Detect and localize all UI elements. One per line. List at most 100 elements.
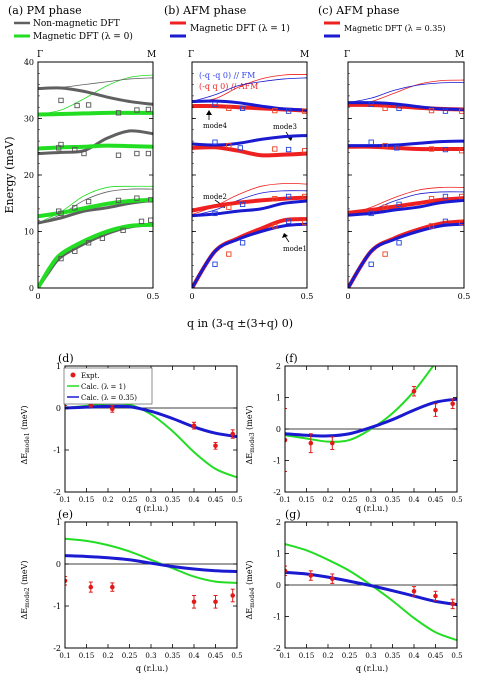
exp-marker-b-21 [272, 196, 278, 202]
plot-area-a [38, 74, 153, 288]
legend-expt: Expt. [81, 372, 100, 380]
ylabel-d-main: ΔEmode1 (meV) [20, 405, 31, 464]
xtick-label: 0.25 [122, 652, 138, 660]
plot-area-c [348, 79, 464, 288]
exp-marker-a-18 [115, 197, 122, 204]
exp-marker-b-9 [272, 107, 278, 114]
xtick-label: 0.1 [59, 496, 70, 504]
xtick-label: 0.4 [188, 652, 200, 660]
xtick-label: 0.15 [79, 496, 95, 504]
expt-point-d-2 [110, 406, 115, 412]
exp-marker-c-15 [428, 223, 435, 229]
expt-point-f-1 [308, 440, 314, 446]
exp-marker-a-3 [85, 102, 92, 108]
panel-g-ylabel: ΔEmode4 (meV) [245, 560, 256, 619]
expt-point-e-2 [110, 584, 115, 590]
panel-b-legend: Magnetic DFT (λ = 1) [170, 21, 290, 38]
exp-marker-a-17 [85, 198, 92, 205]
exp-marker-a-26 [145, 106, 152, 113]
xtick-label: 0.15 [79, 652, 95, 660]
exp-marker-b-4 [285, 146, 292, 153]
exp-marker-b-15 [272, 223, 278, 229]
plot-area-b [192, 74, 307, 288]
xtick-label: 0.4 [188, 496, 200, 504]
exp-marker-c-12 [368, 261, 374, 267]
xtick-label: 0.2 [322, 652, 333, 660]
exp-marker-a-5 [72, 146, 78, 153]
axes-frame-c [347, 61, 465, 289]
ytick-label: -2 [273, 488, 281, 497]
xtick-label: 0.25 [342, 496, 358, 504]
ytick-label: 1 [56, 518, 61, 527]
xtick-label: 0.2 [322, 496, 333, 504]
xlabel-d: q (r.l.u.) [136, 504, 168, 513]
xtick-label: 0.45 [428, 496, 444, 504]
exp-marker-a-12 [120, 227, 126, 234]
ytick-label: 0 [276, 581, 281, 590]
ytick-label: -1 [53, 602, 61, 611]
legend-nonmagnetic: Non-magnetic DFT [33, 19, 120, 29]
xlabel-e: q (r.l.u.) [136, 664, 168, 673]
xtick-label: 0.15 [299, 652, 315, 660]
xtick-label: 0.3 [145, 652, 156, 660]
energy-axis-label: Energy (meV) [3, 136, 16, 213]
mode3-label: mode3 [273, 123, 297, 131]
series-a-0-branch-1 [38, 198, 153, 225]
expt-point-d-3 [191, 423, 197, 428]
xtick-label: 0.35 [165, 652, 181, 660]
xtick-label: 0.25 [122, 496, 138, 504]
exp-marker-c-9 [428, 107, 435, 114]
exp-marker-c-18 [368, 210, 374, 217]
expt-point-g-1 [308, 573, 314, 578]
expt-point-g-4 [433, 593, 438, 599]
series-c-0-branch-1 [348, 196, 464, 215]
exp-marker-b-14 [239, 240, 246, 246]
plot-area-f [285, 366, 457, 473]
panel-c-plot: 0 0.5 [345, 61, 471, 301]
ytick-label: 10 [24, 228, 34, 237]
xtick-label: 0.3 [365, 496, 376, 504]
panel-c-gamma: Γ [344, 50, 350, 60]
exp-marker-a-16 [72, 205, 78, 211]
exp-marker-a-1 [58, 97, 64, 104]
series-b-1-branch-0 [192, 222, 307, 288]
xtick-label: 0.35 [165, 496, 181, 504]
ytick-label: 1 [276, 394, 281, 403]
expt-point-e-4 [213, 599, 218, 605]
bottom-legend: Expt. Calc. (λ = 1) Calc. (λ = 0.35) [63, 367, 153, 405]
mode1-label: mode1 [283, 245, 307, 253]
legend-calc-l1: Calc. (λ = 1) [81, 383, 126, 391]
expt-point-e-0 [65, 578, 68, 584]
xtick-label: 0.45 [208, 652, 224, 660]
ytick-label: -2 [273, 644, 281, 653]
exp-marker-c-14 [396, 240, 402, 246]
mode2-label: mode2 [203, 193, 227, 201]
exp-marker-c-22 [442, 193, 449, 200]
ylabel-e-main: ΔEmode2 (meV) [20, 560, 31, 619]
panel-a-plot: 0 10 20 30 40 0 0.5 [24, 58, 160, 301]
panel-c-title: (c) AFM phase [318, 4, 399, 17]
xtick-label: 0.5 [458, 292, 471, 301]
panel-a-m: M [147, 50, 156, 60]
exp-marker-a-10 [85, 240, 92, 246]
top-xlabel: q in (3-q ±(3+q) 0) [187, 317, 293, 330]
exp-marker-b-22 [285, 193, 292, 200]
ytick-label: 30 [24, 115, 34, 124]
exp-marker-b-20 [239, 201, 246, 208]
xtick-label: 0.5 [451, 652, 462, 660]
xtick-label: 0.1 [59, 652, 70, 660]
plot-area-e [65, 537, 237, 609]
xtick-label: 0.35 [385, 496, 401, 504]
exp-marker-c-10 [442, 108, 449, 114]
exp-marker-c-16 [442, 218, 449, 224]
thin-curve-b-1 [192, 74, 307, 102]
exp-marker-a-11 [99, 235, 106, 241]
expt-point-f-2 [330, 440, 335, 446]
exp-marker-a-22 [134, 150, 140, 157]
panel-b-m: M [300, 50, 309, 60]
exp-marker-a-19 [134, 195, 140, 201]
panel-e-ylabel: ΔEmode2 (meV) [20, 560, 31, 619]
ytick-label: 1 [276, 550, 281, 559]
exp-marker-c-3 [428, 146, 435, 152]
